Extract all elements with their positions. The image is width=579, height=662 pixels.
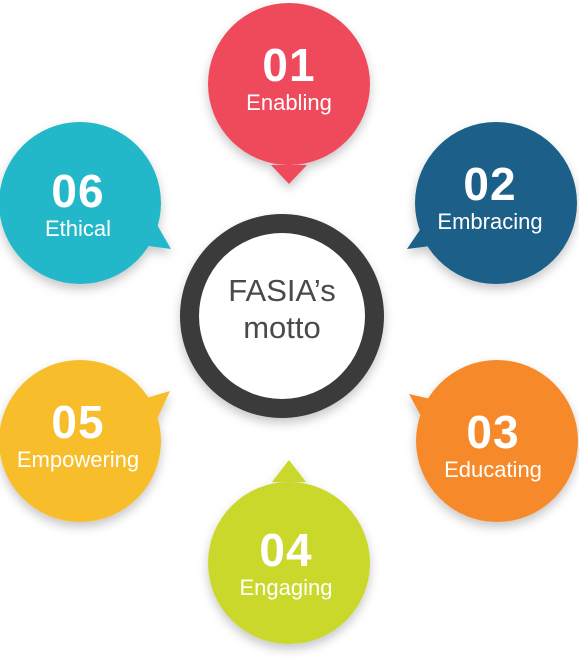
bubble-02 bbox=[407, 122, 577, 284]
bubble-01-tail bbox=[271, 165, 307, 184]
bubble-04-circle bbox=[208, 482, 370, 644]
center-face bbox=[199, 233, 365, 399]
bubble-06-circle bbox=[0, 122, 161, 284]
bubble-04 bbox=[208, 460, 370, 644]
bubble-03-circle bbox=[416, 360, 578, 522]
bubble-02-circle bbox=[415, 122, 577, 284]
bubble-05-circle bbox=[0, 360, 161, 522]
bubble-05 bbox=[0, 360, 170, 522]
bubble-03 bbox=[409, 360, 578, 522]
bubble-04-tail bbox=[272, 460, 306, 482]
bubble-01-circle bbox=[208, 3, 370, 165]
bubble-06 bbox=[0, 122, 171, 284]
bubble-01 bbox=[208, 3, 370, 184]
center-hub bbox=[180, 214, 384, 418]
